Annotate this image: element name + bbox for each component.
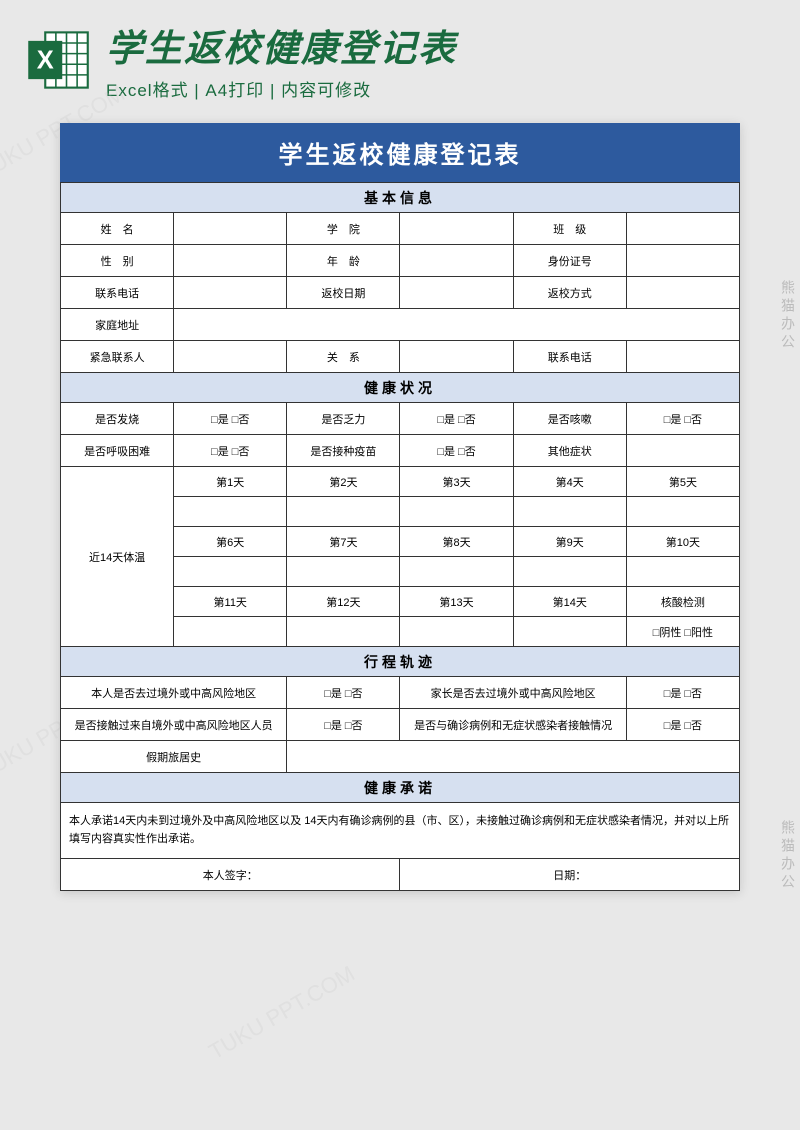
input-d7[interactable] bbox=[287, 557, 400, 587]
input-idcard[interactable] bbox=[626, 245, 739, 277]
input-d9[interactable] bbox=[513, 557, 626, 587]
label-return-date: 返校日期 bbox=[287, 277, 400, 309]
label-fatigue: 是否乏力 bbox=[287, 403, 400, 435]
label-ephone: 联系电话 bbox=[513, 341, 626, 373]
label-d2: 第2天 bbox=[287, 467, 400, 497]
label-contact-risk: 是否接触过来自境外或中高风险地区人员 bbox=[61, 709, 287, 741]
label-vaccine: 是否接种疫苗 bbox=[287, 435, 400, 467]
label-d3: 第3天 bbox=[400, 467, 513, 497]
input-emergency[interactable] bbox=[174, 341, 287, 373]
input-other[interactable] bbox=[626, 435, 739, 467]
label-name: 姓 名 bbox=[61, 213, 174, 245]
label-other: 其他症状 bbox=[513, 435, 626, 467]
page-title: 学生返校健康登记表 bbox=[106, 18, 776, 72]
input-fatigue[interactable]: □是 □否 bbox=[400, 403, 513, 435]
label-address: 家庭地址 bbox=[61, 309, 174, 341]
label-date: 日期： bbox=[400, 859, 740, 891]
input-parent-risk[interactable]: □是 □否 bbox=[626, 677, 739, 709]
section-travel: 行程轨迹 bbox=[61, 647, 740, 677]
input-name[interactable] bbox=[174, 213, 287, 245]
label-college: 学 院 bbox=[287, 213, 400, 245]
input-age[interactable] bbox=[400, 245, 513, 277]
input-cough[interactable]: □是 □否 bbox=[626, 403, 739, 435]
input-d1[interactable] bbox=[174, 497, 287, 527]
form-table: 基本信息 姓 名 学 院 班 级 性 别 年 龄 身份证号 联系电话 返校日期 … bbox=[60, 182, 740, 891]
input-d14[interactable] bbox=[513, 617, 626, 647]
input-breath[interactable]: □是 □否 bbox=[174, 435, 287, 467]
label-temp14: 近14天体温 bbox=[61, 467, 174, 647]
input-d11[interactable] bbox=[174, 617, 287, 647]
input-d13[interactable] bbox=[400, 617, 513, 647]
page-subtitle: Excel格式 | A4打印 | 内容可修改 bbox=[106, 76, 776, 101]
input-holiday[interactable] bbox=[287, 741, 740, 773]
label-emergency: 紧急联系人 bbox=[61, 341, 174, 373]
form-title: 学生返校健康登记表 bbox=[60, 123, 740, 182]
input-d10[interactable] bbox=[626, 557, 739, 587]
input-return-date[interactable] bbox=[400, 277, 513, 309]
label-d6: 第6天 bbox=[174, 527, 287, 557]
label-contact-case: 是否与确诊病例和无症状感染者接触情况 bbox=[400, 709, 626, 741]
input-d8[interactable] bbox=[400, 557, 513, 587]
label-nucleic: 核酸检测 bbox=[626, 587, 739, 617]
label-parent-risk: 家长是否去过境外或中高风险地区 bbox=[400, 677, 626, 709]
label-d12: 第12天 bbox=[287, 587, 400, 617]
section-promise: 健康承诺 bbox=[61, 773, 740, 803]
label-d13: 第13天 bbox=[400, 587, 513, 617]
label-d14: 第14天 bbox=[513, 587, 626, 617]
label-self-risk: 本人是否去过境外或中高风险地区 bbox=[61, 677, 287, 709]
label-relation: 关 系 bbox=[287, 341, 400, 373]
input-d2[interactable] bbox=[287, 497, 400, 527]
label-d7: 第7天 bbox=[287, 527, 400, 557]
label-d10: 第10天 bbox=[626, 527, 739, 557]
label-d8: 第8天 bbox=[400, 527, 513, 557]
input-college[interactable] bbox=[400, 213, 513, 245]
section-basic: 基本信息 bbox=[61, 183, 740, 213]
side-brand-top: 熊猫办公 bbox=[778, 280, 798, 352]
label-age: 年 龄 bbox=[287, 245, 400, 277]
label-sign: 本人签字： bbox=[61, 859, 400, 891]
label-cough: 是否咳嗽 bbox=[513, 403, 626, 435]
label-d5: 第5天 bbox=[626, 467, 739, 497]
label-d1: 第1天 bbox=[174, 467, 287, 497]
input-class[interactable] bbox=[626, 213, 739, 245]
input-d12[interactable] bbox=[287, 617, 400, 647]
label-return-method: 返校方式 bbox=[513, 277, 626, 309]
input-d4[interactable] bbox=[513, 497, 626, 527]
input-self-risk[interactable]: □是 □否 bbox=[287, 677, 400, 709]
promise-text: 本人承诺14天内未到过境外及中高风险地区以及 14天内有确诊病例的县（市、区），… bbox=[61, 803, 740, 859]
form-sheet: 学生返校健康登记表 基本信息 姓 名 学 院 班 级 性 别 年 龄 身份证号 … bbox=[60, 123, 740, 891]
excel-icon: X bbox=[24, 26, 92, 94]
label-d9: 第9天 bbox=[513, 527, 626, 557]
input-d3[interactable] bbox=[400, 497, 513, 527]
input-contact-risk[interactable]: □是 □否 bbox=[287, 709, 400, 741]
input-d5[interactable] bbox=[626, 497, 739, 527]
side-brand-bottom: 熊猫办公 bbox=[778, 820, 798, 892]
svg-text:X: X bbox=[37, 46, 54, 74]
input-d6[interactable] bbox=[174, 557, 287, 587]
input-return-method[interactable] bbox=[626, 277, 739, 309]
input-relation[interactable] bbox=[400, 341, 513, 373]
label-fever: 是否发烧 bbox=[61, 403, 174, 435]
label-idcard: 身份证号 bbox=[513, 245, 626, 277]
input-address[interactable] bbox=[174, 309, 740, 341]
label-gender: 性 别 bbox=[61, 245, 174, 277]
label-holiday: 假期旅居史 bbox=[61, 741, 287, 773]
label-d11: 第11天 bbox=[174, 587, 287, 617]
input-phone[interactable] bbox=[174, 277, 287, 309]
label-class: 班 级 bbox=[513, 213, 626, 245]
input-gender[interactable] bbox=[174, 245, 287, 277]
input-nucleic[interactable]: □阴性 □阳性 bbox=[626, 617, 739, 647]
input-ephone[interactable] bbox=[626, 341, 739, 373]
label-d4: 第4天 bbox=[513, 467, 626, 497]
label-breath: 是否呼吸困难 bbox=[61, 435, 174, 467]
section-health: 健康状况 bbox=[61, 373, 740, 403]
input-contact-case[interactable]: □是 □否 bbox=[626, 709, 739, 741]
label-phone: 联系电话 bbox=[61, 277, 174, 309]
input-fever[interactable]: □是 □否 bbox=[174, 403, 287, 435]
input-vaccine[interactable]: □是 □否 bbox=[400, 435, 513, 467]
product-header: X 学生返校健康登记表 Excel格式 | A4打印 | 内容可修改 bbox=[0, 0, 800, 109]
